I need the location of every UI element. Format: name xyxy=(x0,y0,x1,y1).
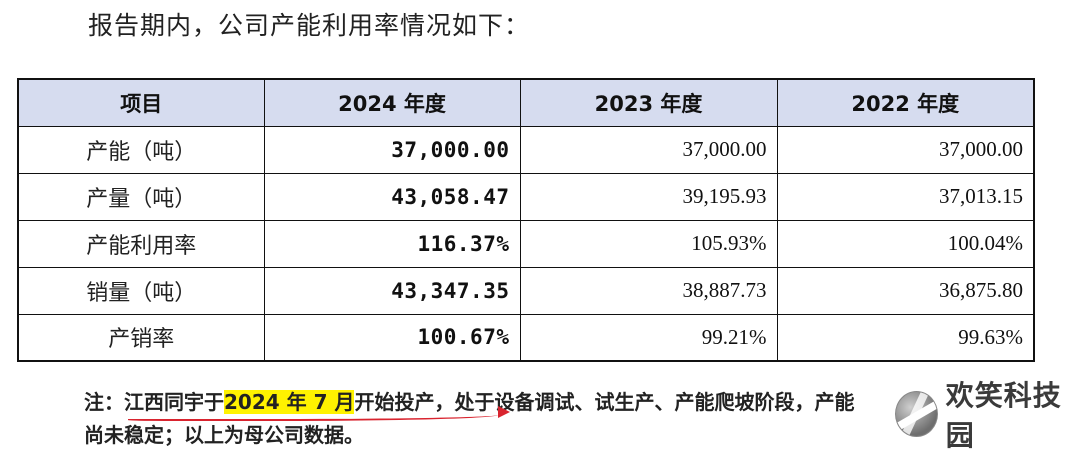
header-2022: 2022 年度 xyxy=(776,78,1035,127)
row-label: 销量（吨） xyxy=(17,266,265,315)
cell-2022: 37,000.00 xyxy=(776,125,1035,174)
cell-2024: 37,000.00 xyxy=(263,125,521,174)
cell-2023: 37,000.00 xyxy=(519,125,778,174)
volleyball-logo-icon xyxy=(895,391,938,437)
footnote-line1-rest: 开始投产，处于设备调试、试生产、产能爬坡阶段，产能 xyxy=(354,390,855,414)
intro-text: 报告期内，公司产能利用率情况如下： xyxy=(88,11,531,40)
cell-2024: 100.67% xyxy=(263,313,521,362)
cell-2024: 43,347.35 xyxy=(263,266,521,315)
footnote-line-1: 注：江西同宇于2024 年 7 月开始投产，处于设备调试、试生产、产能爬坡阶段，… xyxy=(84,386,1044,419)
row-label: 产能利用率 xyxy=(17,219,265,268)
row-label: 产销率 xyxy=(17,313,265,362)
footnote-prefix: 注：江西同宇于 xyxy=(84,390,224,414)
watermark: 欢笑科技园 xyxy=(895,379,1080,452)
row-label: 产能（吨） xyxy=(17,125,265,174)
red-arrow-icon xyxy=(498,406,510,418)
cell-2022: 37,013.15 xyxy=(776,172,1035,221)
header-2023: 2023 年度 xyxy=(519,78,778,127)
capacity-table: 项目 2024 年度 2023 年度 2022 年度 产能（吨） 37,000.… xyxy=(17,78,1035,362)
red-underline-annotation xyxy=(128,411,498,421)
cell-2022: 36,875.80 xyxy=(776,266,1035,315)
row-label: 产量（吨） xyxy=(17,172,265,221)
cell-2023: 99.21% xyxy=(519,313,778,362)
cell-2023: 105.93% xyxy=(519,219,778,268)
table-row: 产量（吨） 43,058.47 39,195.93 37,013.15 xyxy=(17,172,1035,221)
table-row: 销量（吨） 43,347.35 38,887.73 36,875.80 xyxy=(17,266,1035,315)
footnote-highlight: 2024 年 7 月 xyxy=(224,390,355,414)
table-row: 产销率 100.67% 99.21% 99.63% xyxy=(17,313,1035,362)
cell-2022: 100.04% xyxy=(776,219,1035,268)
cell-2023: 38,887.73 xyxy=(519,266,778,315)
footnote: 注：江西同宇于2024 年 7 月开始投产，处于设备调试、试生产、产能爬坡阶段，… xyxy=(84,386,1044,452)
table-row: 产能（吨） 37,000.00 37,000.00 37,000.00 xyxy=(17,125,1035,174)
table-row: 产能利用率 116.37% 105.93% 100.04% xyxy=(17,219,1035,268)
header-2024: 2024 年度 xyxy=(263,78,521,127)
watermark-text: 欢笑科技园 xyxy=(945,379,1062,452)
cell-2023: 39,195.93 xyxy=(519,172,778,221)
footnote-line-2: 尚未稳定；以上为母公司数据。 xyxy=(84,423,364,447)
cell-2024: 116.37% xyxy=(263,219,521,268)
cell-2022: 99.63% xyxy=(776,313,1035,362)
header-item: 项目 xyxy=(17,78,265,127)
table-header-row: 项目 2024 年度 2023 年度 2022 年度 xyxy=(17,78,1035,127)
cell-2024: 43,058.47 xyxy=(263,172,521,221)
